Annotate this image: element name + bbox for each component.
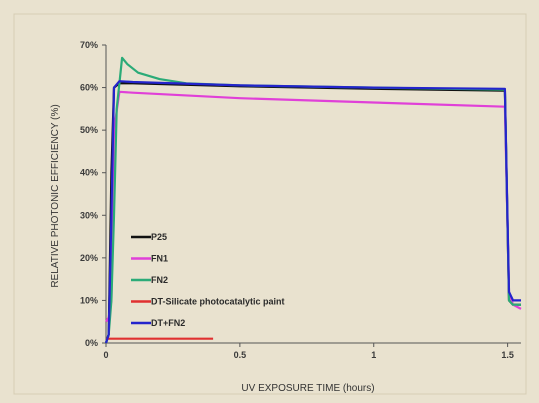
legend-label: DT-Silicate photocatalytic paint (151, 297, 285, 307)
x-tick-label: 0 (103, 350, 108, 360)
y-tick-label: 40% (80, 168, 98, 178)
y-tick-label: 10% (80, 295, 98, 305)
x-tick-label: 1.5 (501, 350, 514, 360)
legend-label: FN2 (151, 275, 168, 285)
legend: P25 FN1 FN2 DT-Silicate photocatalytic pain… (131, 232, 285, 328)
y-tick-label: 50% (80, 125, 98, 135)
y-axis-ticks: 0% 10% 20% 30% 40% 50% 60% 70% (80, 40, 106, 348)
chart-frame (13, 13, 527, 395)
x-axis-ticks: 0 0.5 1 1.5 (103, 343, 514, 360)
series-lines (104, 56, 522, 344)
y-axis-label: RELATIVE PHOTONIC EFFICIENCY (%) (50, 104, 61, 287)
x-axis-label: UV EXPOSURE TIME (hours) (241, 383, 374, 394)
y-tick-label: 20% (80, 253, 98, 263)
x-tick-label: 1 (371, 350, 376, 360)
x-tick-label: 0.5 (234, 350, 247, 360)
y-tick-label: 30% (80, 210, 98, 220)
y-tick-label: 70% (80, 40, 98, 50)
series-line-4 (104, 80, 521, 344)
y-tick-label: 0% (85, 338, 98, 348)
y-tick-label: 60% (80, 83, 98, 93)
legend-label: DT+FN2 (151, 318, 185, 328)
legend-label: P25 (151, 232, 167, 242)
legend-label: FN1 (151, 254, 168, 264)
